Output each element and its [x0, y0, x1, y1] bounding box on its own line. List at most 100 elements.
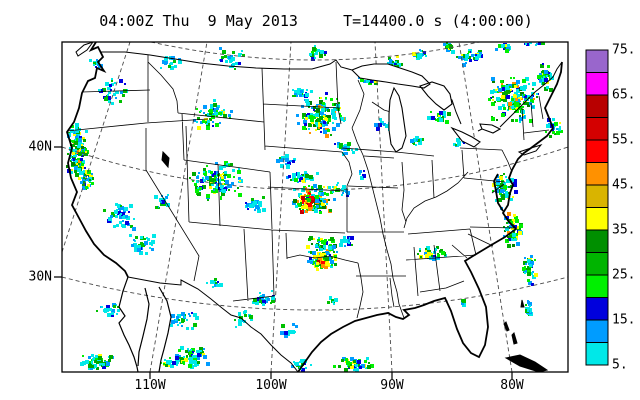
radar-echo-pixel — [285, 154, 289, 158]
radar-echo-pixel — [552, 118, 555, 121]
radar-echo-pixel — [207, 199, 209, 201]
radar-echo-pixel — [294, 95, 296, 97]
radar-echo-pixel — [292, 173, 296, 177]
radar-echo-pixel — [310, 251, 313, 254]
radar-echo-pixel — [121, 224, 124, 227]
radar-echo-pixel — [75, 135, 78, 138]
radar-echo-pixel — [196, 350, 199, 353]
radar-echo-pixel — [546, 81, 549, 84]
radar-echo-pixel — [445, 120, 449, 124]
radar-echo-pixel — [535, 44, 537, 46]
radar-echo-pixel — [320, 248, 323, 251]
radar-echo-pixel — [293, 158, 296, 161]
radar-echo-pixel — [413, 138, 417, 142]
radar-echo-pixel — [261, 297, 264, 300]
radar-echo-pixel — [420, 256, 422, 258]
radar-echo-pixel — [214, 179, 216, 181]
radar-echo-pixel — [310, 199, 314, 203]
radar-echo-pixel — [117, 204, 121, 208]
radar-echo-pixel — [87, 170, 91, 174]
radar-echo-pixel — [142, 244, 145, 247]
radar-echo-pixel — [324, 51, 327, 54]
radar-echo-pixel — [499, 176, 503, 180]
radar-echo-pixel — [71, 159, 73, 161]
radar-echo-pixel — [82, 150, 84, 152]
radar-echo-pixel — [339, 243, 343, 247]
radar-echo-pixel — [343, 236, 346, 239]
radar-echo-pixel — [525, 304, 527, 306]
radar-echo-pixel — [528, 281, 532, 285]
colorbar-tick-label: 45. — [612, 177, 636, 193]
radar-echo-pixel — [78, 160, 81, 163]
radar-echo-pixel — [538, 39, 540, 41]
radar-echo-pixel — [219, 166, 223, 170]
radar-echo-pixel — [301, 368, 305, 372]
radar-echo-pixel — [66, 165, 69, 168]
radar-echo-pixel — [310, 118, 314, 122]
radar-echo-pixel — [350, 357, 354, 361]
radar-echo-pixel — [447, 112, 451, 116]
radar-echo-pixel — [503, 182, 506, 185]
radar-echo-pixel — [475, 56, 479, 60]
radar-echo-pixel — [221, 56, 224, 59]
radar-echo-pixel — [507, 236, 509, 238]
radar-echo-pixel — [85, 360, 89, 364]
radar-echo-pixel — [461, 299, 464, 302]
radar-echo-pixel — [319, 211, 322, 214]
radar-echo-pixel — [297, 88, 300, 91]
radar-echo-pixel — [329, 244, 332, 247]
radar-echo-pixel — [532, 106, 534, 108]
radar-echo-pixel — [507, 212, 511, 216]
radar-echo-pixel — [360, 176, 363, 179]
radar-echo-pixel — [496, 187, 498, 189]
radar-echo-pixel — [238, 168, 240, 170]
radar-echo-pixel — [217, 281, 219, 283]
radar-echo-pixel — [368, 79, 371, 82]
radar-echo-pixel — [513, 231, 515, 233]
radar-echo-pixel — [79, 171, 83, 175]
radar-echo-pixel — [308, 207, 312, 211]
radar-echo-pixel — [525, 43, 527, 45]
radar-echo-pixel — [206, 123, 208, 125]
radar-echo-pixel — [333, 365, 336, 368]
radar-echo-pixel — [133, 239, 135, 241]
radar-echo-pixel — [109, 355, 113, 359]
radar-echo-pixel — [330, 134, 332, 136]
radar-echo-pixel — [280, 164, 284, 168]
radar-echo-pixel — [546, 86, 549, 89]
radar-echo-pixel — [541, 71, 543, 73]
radar-echo-pixel — [530, 261, 534, 265]
radar-echo-pixel — [91, 173, 93, 175]
radar-echo-pixel — [74, 139, 77, 142]
radar-echo-pixel — [190, 349, 192, 351]
radar-echo-pixel — [510, 105, 514, 109]
radar-echo-pixel — [111, 83, 114, 86]
radar-echo-pixel — [93, 364, 97, 368]
radar-echo-pixel — [521, 110, 525, 114]
radar-echo-pixel — [219, 47, 222, 50]
radar-echo-pixel — [309, 115, 313, 119]
radar-echo-pixel — [280, 331, 284, 335]
radar-echo-pixel — [323, 247, 326, 250]
baja-coastline — [118, 276, 172, 372]
radar-echo-pixel — [313, 109, 315, 111]
radar-echo-pixel — [119, 221, 122, 224]
radar-echo-pixel — [174, 65, 177, 68]
radar-echo-pixel — [87, 178, 90, 181]
radar-echo-pixel — [186, 319, 188, 321]
radar-echo-pixel — [224, 171, 227, 174]
radar-echo-pixel — [176, 316, 179, 319]
radar-echo-pixel — [394, 63, 396, 65]
radar-echo-pixel — [291, 365, 294, 368]
radar-echo-pixel — [376, 127, 380, 131]
radar-echo-pixel — [279, 157, 281, 159]
radar-echo-pixel — [123, 210, 126, 213]
radar-echo-pixel — [312, 251, 316, 255]
radar-echo-pixel — [317, 255, 320, 258]
radar-echo-pixel — [188, 313, 190, 315]
radar-echo-pixel — [82, 152, 84, 154]
radar-echo-pixel — [311, 57, 315, 61]
radar-echo-pixel — [245, 202, 247, 204]
radar-echo-pixel — [520, 86, 524, 90]
radar-echo-pixel — [180, 346, 184, 350]
